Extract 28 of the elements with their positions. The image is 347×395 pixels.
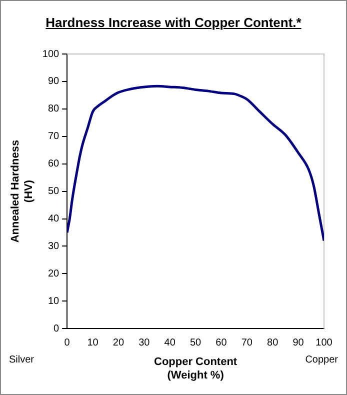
x-tick-label: 90	[292, 337, 304, 348]
line-series	[67, 84, 324, 242]
y-tick-label: 100	[42, 48, 60, 60]
x-tick-label: 60	[216, 337, 228, 348]
x-tick-label: 50	[190, 337, 202, 348]
chart-title: Hardness Increase with Copper Content.*	[44, 15, 302, 32]
y-tick-label: 20	[48, 268, 60, 280]
y-tick-label: 30	[48, 240, 60, 252]
x-tick-label: 10	[87, 337, 99, 348]
text: Copper	[305, 354, 339, 366]
x-tick-label: 30	[138, 337, 150, 348]
y-tick-label: 40	[48, 214, 60, 225]
x-tick-label: 80	[267, 337, 279, 348]
y-tick-label: 80	[48, 104, 60, 115]
y-axis-title: Annealed Hardness (HV)	[10, 140, 35, 243]
y-tick-label: 50	[48, 186, 60, 198]
y-tick-label: 70	[48, 131, 60, 142]
x-tick-label: 20	[112, 337, 124, 348]
x-tick-label: 40	[164, 337, 176, 348]
x-tick-label: 100	[316, 337, 333, 348]
y-tick-label: 10	[48, 296, 60, 307]
x-tick-label: 70	[241, 337, 253, 348]
y-tick-label: 60	[48, 158, 60, 170]
y-tick-label: 90	[48, 76, 60, 88]
x-tick-label: 0	[64, 337, 70, 348]
text: Silver	[9, 354, 35, 366]
y-tick-label: 0	[54, 323, 60, 334]
x-axis-title: Copper Content (Weight %)	[154, 356, 238, 382]
